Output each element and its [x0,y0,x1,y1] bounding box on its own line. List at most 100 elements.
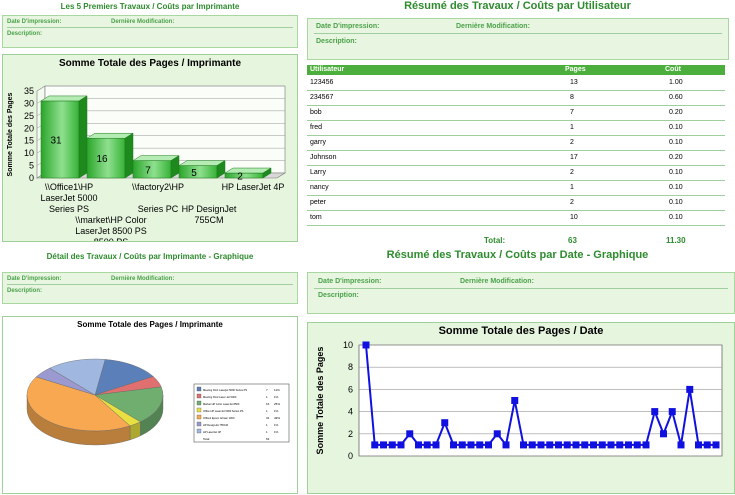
pie-slice [49,358,106,396]
description-label: Description: [7,288,43,294]
info-box-bottom-left: Date D'impression: Dernière Modification… [2,272,298,304]
last-modified-label: Dernière Modification: [456,23,530,30]
data-point [362,341,370,349]
x-tick-label: \\factory2\HP [132,182,184,192]
data-point [432,441,440,449]
pages-cell: 8 [570,94,574,101]
data-point [686,385,694,393]
bar-data-label: 31 [50,135,62,146]
x-tick-label: HP DesignJet [182,204,237,214]
user-table-header: Utilisateur Pages Coût [307,65,725,75]
column-header-cost: Coût [665,66,681,73]
y-tick-label: 6 [348,384,353,394]
cost-cell: 0.10 [669,124,683,131]
user-cell: nancy [310,184,329,191]
cost-cell: 0.20 [669,109,683,116]
user-cell: bob [310,109,322,116]
legend-label: Office HP LaserJet 5000 Series PS [203,409,244,413]
pages-cell: 1 [570,184,574,191]
legend-value: 1 [266,395,268,399]
data-point [590,441,597,449]
bar-side [262,167,272,179]
data-point [712,441,720,449]
line-chart: 0 2 4 6 8 10 Somme Totale des Pages [315,340,723,461]
data-point [642,441,650,449]
table-row: 234567 8 0.60 [307,91,725,106]
pages-cell: 1 [570,124,574,131]
y-tick-label: 15 [24,136,34,146]
pages-cell: 2 [570,169,574,176]
y-tick-label: 20 [24,123,34,133]
user-cell: Larry [310,169,326,176]
x-tick-label: 8500 PS [94,237,129,241]
user-cell: 123456 [310,79,334,86]
cost-cell: 0.10 [669,184,683,191]
y-tick-label: 2 [348,429,353,439]
print-date-label: Date D'impression: [7,19,62,25]
x-tick-label: LaserJet 5000 [40,193,97,203]
legend-value: 1 [266,430,268,434]
legend-swatch [196,393,202,399]
data-point [397,441,405,449]
legend-total-value: 63 [266,437,270,441]
y-tick-label: 5 [29,161,34,171]
y-tick-label: 8 [348,362,353,372]
legend-percent: 1% [274,409,279,413]
data-point [677,441,685,449]
bar-data-label: 5 [191,168,197,179]
legend-label: Market HP Color LaserJet 8500 [203,402,240,406]
legend-value: 1 [266,423,268,427]
data-point [467,441,475,449]
legend-percent: 49% [274,416,280,420]
data-point [695,441,702,449]
legend-percent: 1% [274,430,279,434]
description-label: Description: [318,292,359,299]
pie-chart: Meeting Rm1 Laserjet 5000 Series PS 7 11%M… [26,358,290,446]
user-cell: peter [310,199,326,206]
data-point [406,430,414,438]
table-row: tom 10 0.10 [307,211,725,226]
legend-swatch [196,407,202,413]
table-row: nancy 1 0.10 [307,181,725,196]
cost-cell: 0.60 [669,94,683,101]
x-tick-label: \\market\HP Color [75,215,146,225]
legend-percent: 11% [274,388,280,392]
data-point [651,408,659,416]
print-date-label: Date D'impression: [7,276,62,282]
data-point [668,408,676,416]
y-tick-label: 10 [343,340,353,350]
legend-total-label: Total [203,437,210,441]
cost-cell: 0.10 [669,214,683,221]
data-point [598,441,606,449]
y-axis-label: Somme Totale des Pages [315,347,325,455]
y-tick-label: 35 [24,86,34,96]
data-point [563,441,571,449]
legend-value: 1 [266,409,268,413]
bar-side [124,132,134,179]
legend-swatch [196,414,202,420]
pie-slice [94,359,154,396]
data-point [537,441,545,449]
x-tick-label: Series PS [49,204,89,214]
legend-label: HP DesignJet 755CM [203,423,228,427]
column-header-pages: Pages [565,66,586,73]
user-cell: tom [310,214,322,221]
data-point [511,397,519,404]
bar [40,100,80,179]
gridline [36,85,285,92]
y-axis-label: Somme Totale des Pages [7,92,14,176]
data-point [380,441,387,449]
description-label: Description: [316,38,357,45]
data-point [485,441,492,449]
legend-label: Meeting Rm1 Laserjet 5000 Series PS [203,388,247,392]
data-point [607,441,615,449]
data-point [450,441,457,449]
data-point [660,430,667,438]
total-label: Total: [484,236,506,245]
print-date-label: Date D'impression: [316,23,380,30]
legend-percent: 25% [274,402,280,406]
data-point [493,430,501,438]
section-title-bottom-left: Détail des Travaux / Coûts par Imprimant… [46,252,254,261]
legend-value: 16 [266,402,270,406]
x-tick-label: LaserJet 8500 PS [75,226,147,236]
